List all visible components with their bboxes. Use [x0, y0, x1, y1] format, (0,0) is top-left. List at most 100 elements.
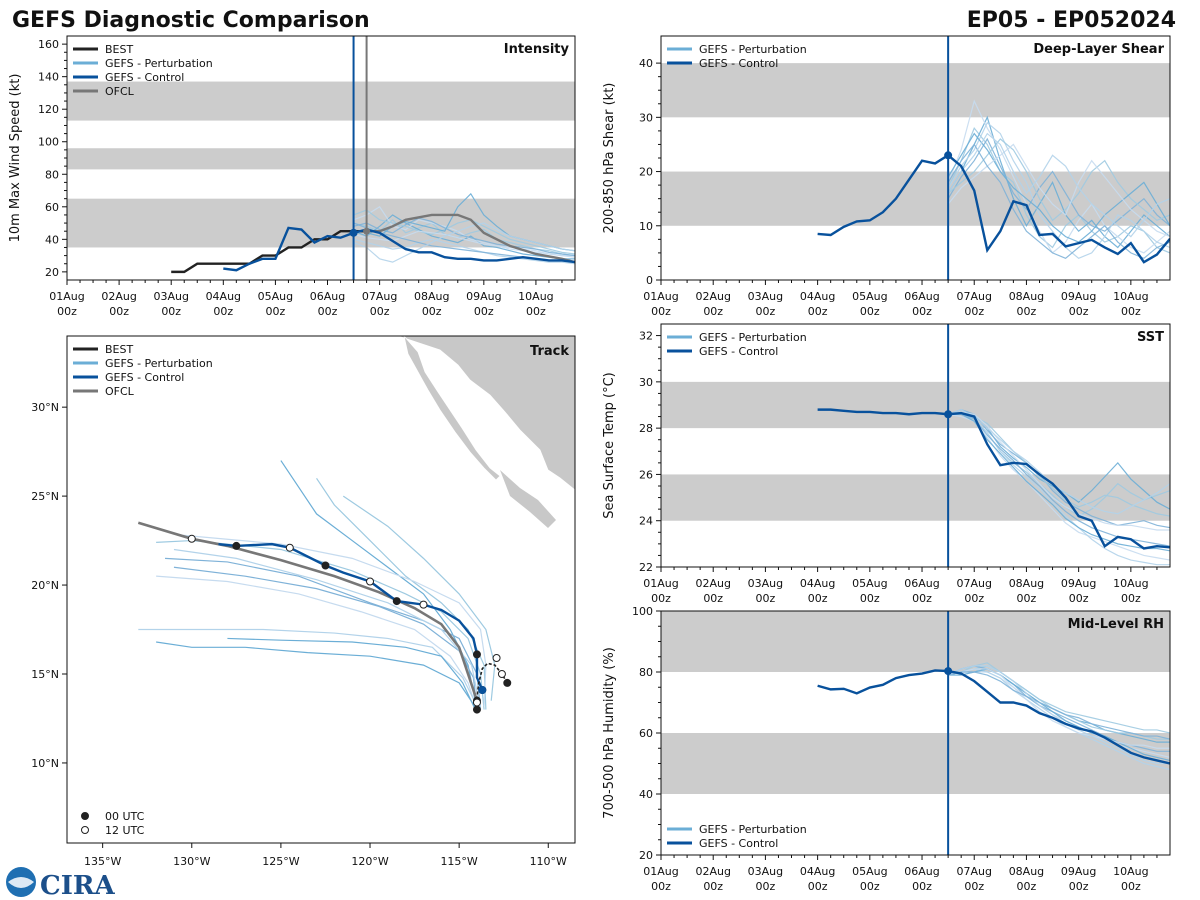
- noaa-wave-icon: [8, 877, 34, 888]
- track-xtick-label: 135°W: [84, 855, 121, 868]
- sst-control-line: [817, 408, 1170, 550]
- sst-xtick-label-day: 01Aug: [643, 577, 678, 590]
- sst-xtick-label-hour: 00z: [808, 592, 828, 605]
- rh-control-line: [817, 669, 1170, 765]
- shear-xtick-label-day: 09Aug: [1061, 290, 1096, 303]
- track-perturbation-9: [173, 548, 482, 710]
- shear-perturbation-7: [947, 143, 1170, 238]
- rh-xtick-label-day: 08Aug: [1009, 865, 1044, 878]
- track-utc-legend-label: 12 UTC: [105, 824, 145, 837]
- sst-xtick-label-hour: 00z: [1069, 592, 1089, 605]
- sst-perturbation-9: [947, 408, 1170, 515]
- track-perturbation-5: [316, 477, 487, 710]
- track-legend-label: GEFS - Control: [105, 371, 184, 384]
- intensity-plot-area: [67, 36, 575, 280]
- sst-xtick-label-day: 04Aug: [800, 577, 835, 590]
- sst-init-dot: [944, 410, 953, 419]
- shear-xtick-label-day: 06Aug: [904, 290, 939, 303]
- shear-xtick-label-hour: 00z: [703, 305, 723, 318]
- sst-perturbation-3: [947, 408, 1170, 529]
- sst-ytick-label: 32: [639, 330, 653, 343]
- intensity-xtick-label-hour: 00z: [266, 305, 286, 318]
- shear-xtick-label-day: 07Aug: [956, 290, 991, 303]
- sst-xtick-label-day: 03Aug: [748, 577, 783, 590]
- track-best-point: [472, 698, 481, 707]
- rh-xtick-label-hour: 00z: [912, 880, 932, 893]
- rh-perturbation-8: [947, 671, 1170, 740]
- intensity-perturbation-7: [353, 230, 575, 258]
- sst-legend-label: GEFS - Perturbation: [699, 331, 807, 344]
- track-legend-label: BEST: [105, 343, 133, 356]
- shear-ytick-label: 10: [639, 220, 653, 233]
- shear-ytick-label: 40: [639, 57, 653, 70]
- sst-xtick-label-hour: 00z: [703, 592, 723, 605]
- rh-perturbation-4: [947, 668, 1170, 771]
- sst-xtick-label-day: 09Aug: [1061, 577, 1096, 590]
- shear-xtick-label-day: 04Aug: [800, 290, 835, 303]
- shear-perturbation-5: [947, 138, 1170, 222]
- track-xtick-label: 120°W: [351, 855, 388, 868]
- intensity-xtick-label-hour: 00z: [57, 305, 77, 318]
- rh-xtick-label-hour: 00z: [964, 880, 984, 893]
- track-best-point: [503, 678, 512, 687]
- track-legend-label: GEFS - Perturbation: [105, 357, 213, 370]
- intensity-best-line: [171, 229, 367, 274]
- sst-xtick-label-day: 05Aug: [852, 577, 887, 590]
- rh-xtick-label-hour: 00z: [1121, 880, 1141, 893]
- intensity-legend-label: GEFS - Control: [105, 71, 184, 84]
- rh-panel-title: Mid-Level RH: [1068, 617, 1164, 632]
- sst-xtick-label-hour: 00z: [1017, 592, 1037, 605]
- intensity-xtick-label-day: 06Aug: [310, 290, 345, 303]
- intensity-ytick-label: 20: [45, 266, 59, 279]
- intensity-xtick-label-hour: 00z: [213, 305, 233, 318]
- track-best-point: [497, 670, 506, 678]
- rh-xtick-label-day: 01Aug: [643, 865, 678, 878]
- figure-title-right: EP05 - EP052024: [967, 8, 1176, 33]
- intensity-ofcl-init-dot: [363, 227, 371, 235]
- intensity-panel-title: Intensity: [504, 42, 570, 57]
- shear-ytick-label: 0: [646, 274, 653, 287]
- intensity-xtick-label-hour: 00z: [422, 305, 442, 318]
- track-best-point: [472, 705, 481, 714]
- track-xtick-label: 115°W: [440, 855, 477, 868]
- track-xtick-label: 130°W: [173, 855, 210, 868]
- intensity-legend-label: BEST: [105, 43, 133, 56]
- intensity-perturbation-5: [353, 209, 575, 255]
- track-perturbation-6: [227, 637, 478, 714]
- intensity-band-2: [67, 81, 575, 121]
- rh-ylabel: 700-500 hPa Humidity (%): [602, 647, 617, 819]
- track-frame: [66, 335, 576, 844]
- track-perturbation-2: [156, 575, 478, 710]
- rh-perturbation-7: [947, 668, 1170, 749]
- track-control-point: [366, 577, 375, 586]
- rh-plot-area: [661, 611, 1170, 855]
- track-perturbation-3: [165, 557, 482, 710]
- intensity-xtick-label-day: 10Aug: [518, 290, 553, 303]
- intensity-xtick-label-day: 07Aug: [362, 290, 397, 303]
- rh-xtick-label-hour: 00z: [1017, 880, 1037, 893]
- intensity-band-1: [67, 148, 575, 170]
- track-utc-legend-marker: [81, 812, 89, 820]
- track-perturbation-11: [156, 641, 478, 710]
- track-utc-legend-label: 00 UTC: [105, 810, 145, 823]
- rh-xtick-label-day: 10Aug: [1113, 865, 1148, 878]
- track-control-point: [321, 561, 330, 570]
- shear-ytick-label: 30: [639, 111, 653, 124]
- rh-legend-label: GEFS - Perturbation: [699, 823, 807, 836]
- sst-ytick-label: 30: [639, 376, 653, 389]
- intensity-xtick-label-day: 05Aug: [258, 290, 293, 303]
- intensity-xtick-label-hour: 00z: [526, 305, 546, 318]
- sst-perturbation-6: [948, 413, 1170, 552]
- shear-xtick-label-day: 03Aug: [748, 290, 783, 303]
- intensity-perturbation-4: [353, 238, 575, 265]
- intensity-xtick-label-day: 04Aug: [206, 290, 241, 303]
- track-best-point: [492, 653, 501, 662]
- track-xtick-label: 125°W: [262, 855, 299, 868]
- track-panel: 135°W 130°W 125°W 120°W 115°W 110°W 10°N 15°N 20…: [31, 335, 576, 868]
- intensity-xtick-label-hour: 00z: [474, 305, 494, 318]
- sst-legend-label: GEFS - Control: [699, 345, 778, 358]
- intensity-ytick-label: 100: [38, 136, 59, 149]
- shear-xtick-label-day: 10Aug: [1113, 290, 1148, 303]
- sst-panel: 22 24 26 28 30 32 01Aug 00z 02Aug 00z 03Aug 00z 04Au…: [602, 323, 1171, 605]
- track-ytick-label: 30°N: [31, 401, 59, 414]
